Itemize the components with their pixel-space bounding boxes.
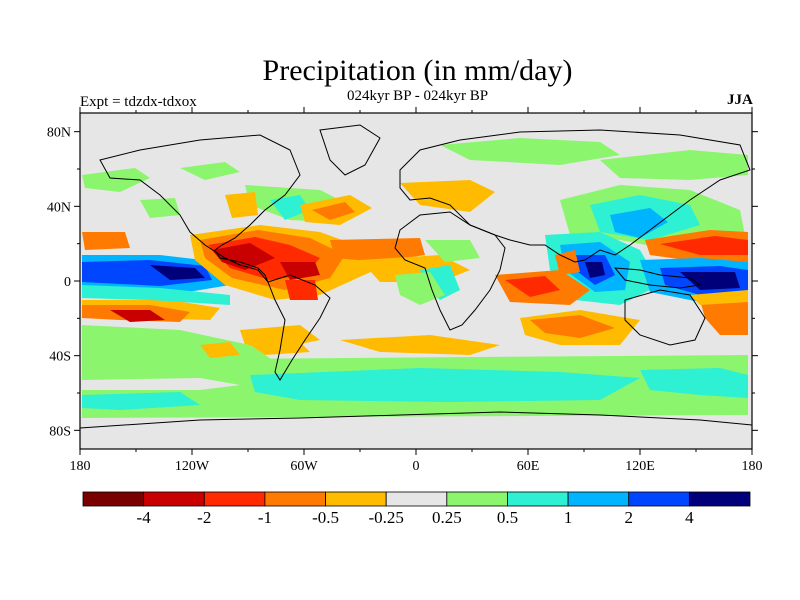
- precipitation-anomaly-field: [82, 138, 748, 418]
- latitude-axis: 80N 40N 0 40S 80S: [47, 126, 758, 439]
- anomaly-region: [82, 232, 130, 250]
- anomaly-region: [660, 236, 748, 255]
- anomaly-region: [555, 250, 580, 275]
- anomaly-region: [700, 298, 748, 335]
- coastline-indonesia: [613, 267, 702, 289]
- lat-tick-label: 80N: [47, 126, 71, 141]
- anomaly-region: [425, 240, 480, 262]
- anomaly-region: [82, 378, 240, 390]
- anomaly-region: [110, 310, 165, 322]
- colorbar-label: -1: [258, 508, 272, 527]
- lon-tick-label: 60W: [290, 459, 318, 474]
- anomaly-region: [225, 192, 258, 218]
- coastline-antarctica: [80, 411, 752, 429]
- colorbar-label: -0.5: [312, 508, 339, 527]
- lat-tick-label: 0: [64, 275, 71, 290]
- anomaly-region: [690, 290, 748, 305]
- colorbar-swatch: [203, 491, 266, 507]
- colorbar-swatch: [688, 491, 751, 507]
- colorbar-swatch: [507, 491, 569, 507]
- colorbar-label: 2: [624, 508, 633, 527]
- lon-tick-label: 120W: [175, 459, 210, 474]
- lon-tick-label: 180: [742, 459, 763, 474]
- colorbar-label: -2: [197, 508, 211, 527]
- colorbar-swatch: [264, 491, 326, 507]
- coastline-australia: [624, 289, 706, 346]
- anomaly-region: [505, 276, 560, 297]
- map-subtitle: 024kyr BP - 024kyr BP: [346, 88, 489, 104]
- colorbar-swatch: [385, 491, 448, 507]
- colorbar-swatch: [446, 491, 508, 507]
- longitude-axis: 180 120W 60W 0 60E 120E 180: [70, 107, 763, 474]
- anomaly-region: [610, 208, 668, 238]
- season-label: JJA: [727, 92, 753, 108]
- anomaly-region: [440, 138, 620, 165]
- anomaly-region: [395, 272, 445, 305]
- lon-tick-label: 60E: [517, 459, 540, 474]
- coastline-eurasia: [399, 129, 751, 263]
- anomaly-region: [530, 315, 615, 338]
- anomaly-region: [212, 243, 275, 270]
- experiment-label: Expt = tdzdx-tdxox: [80, 94, 197, 110]
- anomaly-region: [340, 335, 500, 355]
- coastlines: [80, 124, 752, 429]
- anomaly-region: [312, 202, 355, 220]
- colorbar-swatch: [567, 491, 630, 507]
- anomaly-region: [600, 150, 748, 180]
- lat-tick-label: 40N: [47, 200, 71, 215]
- colorbar-label: 4: [685, 508, 694, 527]
- colorbar-swatch: [325, 491, 387, 507]
- anomaly-region: [200, 342, 240, 358]
- colorbar: -4 -2 -1 -0.5 -0.25 0.25 0.5 1 2 4: [82, 491, 751, 527]
- colorbar-label: 0.5: [497, 508, 518, 527]
- colorbar-swatch: [628, 491, 690, 507]
- coastline-africa: [394, 211, 506, 331]
- anomaly-region: [150, 265, 205, 280]
- colorbar-swatch: [82, 491, 145, 507]
- anomaly-region: [285, 280, 318, 300]
- anomaly-region: [640, 368, 748, 398]
- anomaly-region: [180, 162, 240, 180]
- anomaly-region: [250, 368, 640, 402]
- colorbar-label: 1: [564, 508, 573, 527]
- lon-tick-label: 180: [70, 459, 91, 474]
- anomaly-region: [82, 260, 212, 286]
- colorbar-label: -4: [137, 508, 152, 527]
- coastline-greenland: [319, 124, 381, 176]
- anomaly-region: [585, 262, 605, 278]
- colorbar-label: 0.25: [432, 508, 462, 527]
- lat-tick-label: 40S: [49, 350, 71, 365]
- anomaly-region: [82, 168, 150, 192]
- lon-tick-label: 0: [413, 459, 420, 474]
- lat-tick-label: 80S: [49, 424, 71, 439]
- colorbar-swatch: [143, 491, 205, 507]
- colorbar-label: -0.25: [368, 508, 403, 527]
- anomaly-region: [82, 285, 230, 305]
- anomaly-region: [400, 180, 495, 212]
- map-title: Precipitation (in mm/day): [262, 54, 573, 87]
- anomaly-region: [140, 198, 180, 218]
- anomaly-region: [270, 195, 310, 220]
- coastline-north-america: [99, 134, 301, 283]
- coastline-south-america: [267, 274, 331, 381]
- anomaly-region: [82, 392, 200, 410]
- lon-tick-label: 120E: [625, 459, 655, 474]
